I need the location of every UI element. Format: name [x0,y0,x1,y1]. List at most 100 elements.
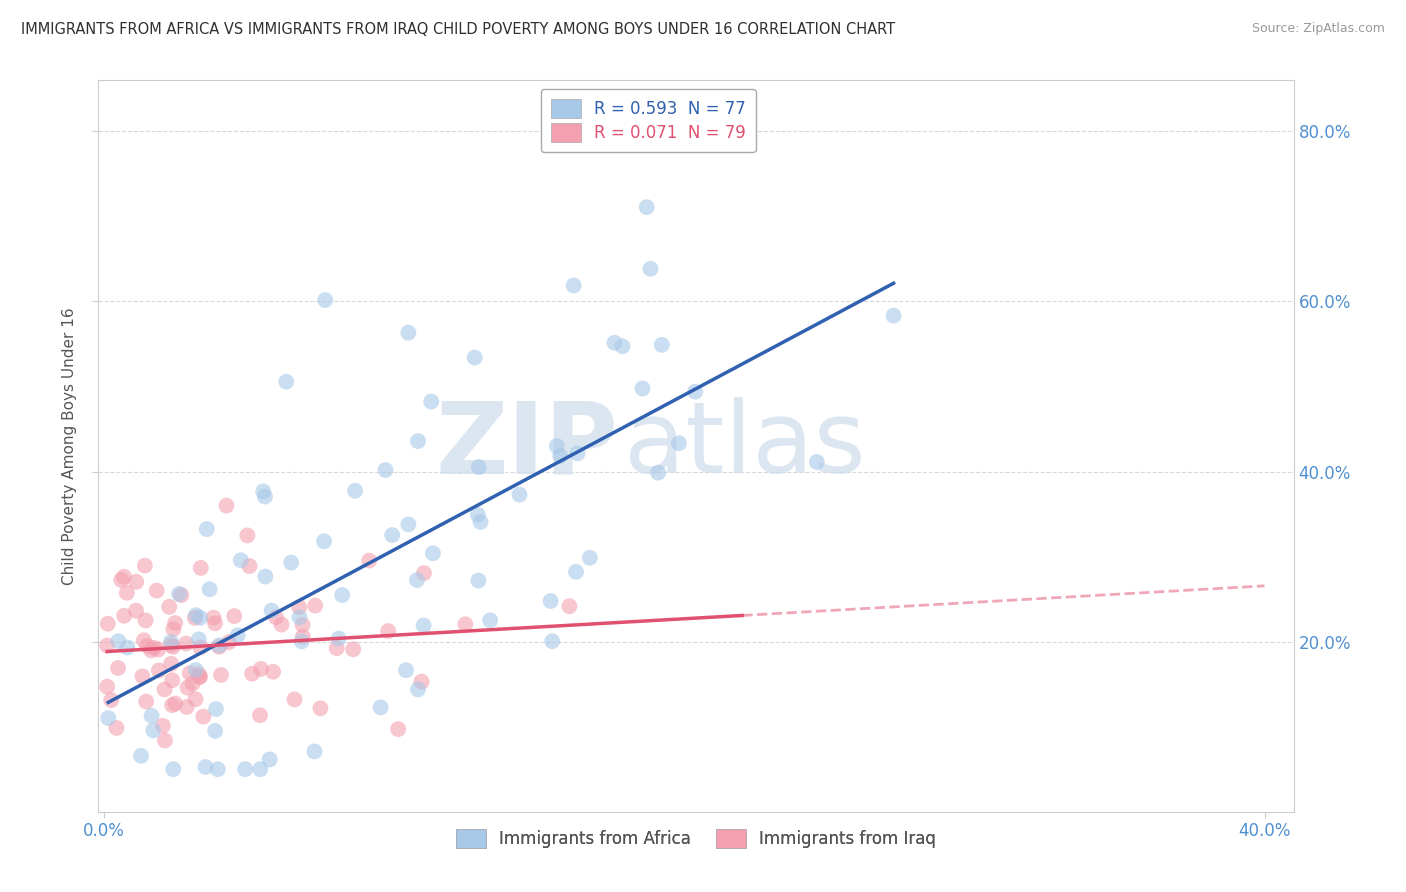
Point [194,760,217,774]
Point [344,483,367,498]
Point [205,702,228,716]
Point [131,669,153,683]
Point [479,613,502,627]
Point [184,663,207,677]
Point [160,698,183,713]
Point [683,384,706,399]
Point [612,339,634,353]
Point [540,594,562,608]
Point [370,700,392,714]
Text: IMMIGRANTS FROM AFRICA VS IMMIGRANTS FROM IRAQ CHILD POVERTY AMONG BOYS UNDER 16: IMMIGRANTS FROM AFRICA VS IMMIGRANTS FRO… [21,22,896,37]
Point [112,570,135,584]
Point [208,639,231,653]
Point [135,614,157,628]
Text: ZIP: ZIP [436,398,619,494]
Point [396,326,419,340]
Point [184,692,207,706]
Point [184,611,207,625]
Point [283,692,305,706]
Point [193,709,215,723]
Point [291,617,314,632]
Point [170,588,193,602]
Point [304,599,326,613]
Point [190,640,212,655]
Point [548,449,571,463]
Point [387,722,409,736]
Point [291,630,314,644]
Point [396,517,419,532]
Point [326,641,349,656]
Point [226,628,249,642]
Point [647,466,669,480]
Point [406,682,429,697]
Point [195,522,218,536]
Point [184,608,207,623]
Point [152,719,174,733]
Point [406,434,429,449]
Point [276,375,298,389]
Point [135,694,157,708]
Point [141,643,163,657]
Point [309,701,332,715]
Point [202,610,225,624]
Point [467,574,489,588]
Point [636,200,658,214]
Point [96,680,118,694]
Point [262,665,284,679]
Point [291,634,314,648]
Point [270,617,292,632]
Point [188,670,211,684]
Point [468,460,491,475]
Point [125,604,148,618]
Point [288,600,311,615]
Point [153,682,176,697]
Point [420,394,443,409]
Point [215,499,238,513]
Point [187,667,209,681]
Point [668,436,690,450]
Point [190,561,212,575]
Point [157,599,180,614]
Point [160,635,183,649]
Point [229,553,252,567]
Point [238,559,260,574]
Point [411,674,433,689]
Point [96,639,118,653]
Point [160,673,183,688]
Point [280,556,302,570]
Point [249,708,271,723]
Point [110,573,132,587]
Text: atlas: atlas [624,398,866,494]
Point [304,744,326,758]
Point [330,588,353,602]
Point [422,546,444,560]
Point [883,309,905,323]
Point [112,608,135,623]
Point [464,351,486,365]
Point [224,609,246,624]
Point [148,642,170,657]
Point [250,662,273,676]
Point [160,638,183,652]
Point [107,661,129,675]
Point [209,668,232,682]
Point [412,618,434,632]
Point [100,693,122,707]
Point [631,382,654,396]
Point [508,488,530,502]
Point [181,676,204,690]
Point [97,616,120,631]
Point [188,611,211,625]
Point [153,733,176,747]
Point [558,599,581,614]
Point [207,762,229,776]
Point [381,528,404,542]
Point [288,610,311,624]
Point [546,439,568,453]
Point [97,711,120,725]
Point [603,335,626,350]
Point [105,721,128,735]
Point [176,681,198,695]
Point [187,632,209,647]
Point [176,700,198,714]
